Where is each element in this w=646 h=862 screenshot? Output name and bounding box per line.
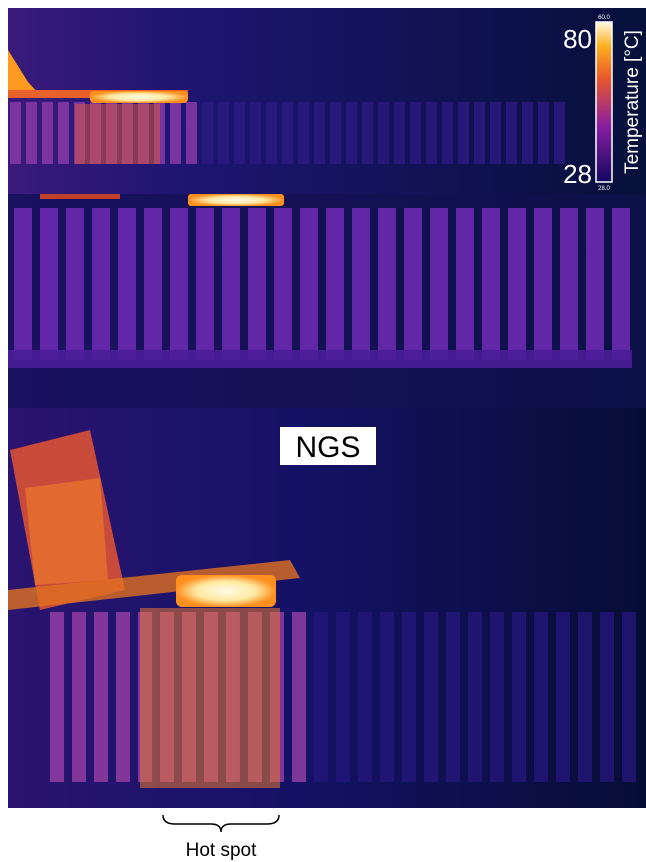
warm-region xyxy=(40,194,120,199)
colorbar-scale-max: 60.0 xyxy=(598,15,610,21)
fin xyxy=(250,102,261,164)
fin xyxy=(352,208,370,360)
fin xyxy=(394,102,405,164)
fin xyxy=(426,102,437,164)
hot-region xyxy=(25,478,108,585)
fin xyxy=(8,350,632,368)
fin xyxy=(336,612,350,782)
fin xyxy=(508,208,526,360)
fin xyxy=(222,208,240,360)
fin xyxy=(534,208,552,360)
hot-region xyxy=(90,91,188,103)
hot-region xyxy=(188,194,284,206)
fin xyxy=(622,612,636,782)
fin xyxy=(116,612,130,782)
fin xyxy=(456,208,474,360)
fin xyxy=(410,102,421,164)
fin xyxy=(314,612,328,782)
fin xyxy=(578,612,592,782)
fin xyxy=(92,208,110,360)
fin xyxy=(10,102,21,164)
fin xyxy=(300,208,318,360)
fin xyxy=(402,612,416,782)
fin xyxy=(314,102,325,164)
fin xyxy=(326,208,344,360)
colorbar-title: Temperature [°C] xyxy=(622,30,643,174)
fin xyxy=(512,612,526,782)
fin xyxy=(72,612,86,782)
fin xyxy=(600,612,614,782)
fin xyxy=(482,208,500,360)
fin xyxy=(42,102,53,164)
hot-spot-area xyxy=(140,608,280,788)
fin xyxy=(586,208,604,360)
fin xyxy=(266,102,277,164)
fin xyxy=(218,102,229,164)
fin xyxy=(424,612,438,782)
fin xyxy=(358,612,372,782)
fin xyxy=(40,208,58,360)
colorbar-scale-min: 28.0 xyxy=(598,186,610,192)
fin xyxy=(14,208,32,360)
fin xyxy=(94,612,108,782)
fin xyxy=(202,102,213,164)
fin xyxy=(468,612,482,782)
fin xyxy=(144,208,162,360)
fin xyxy=(458,102,469,164)
fin xyxy=(560,208,578,360)
fin xyxy=(248,208,266,360)
fin xyxy=(50,612,64,782)
fin xyxy=(538,102,549,164)
colorbar-min: 28 xyxy=(563,159,592,189)
fin xyxy=(234,102,245,164)
fin xyxy=(282,102,293,164)
warm-region xyxy=(75,104,160,164)
fin xyxy=(442,102,453,164)
fin xyxy=(170,208,188,360)
center-label: NGS xyxy=(295,431,360,464)
fin xyxy=(490,612,504,782)
fin xyxy=(292,612,306,782)
fin xyxy=(534,612,548,782)
fin xyxy=(330,102,341,164)
fin xyxy=(522,102,533,164)
fin xyxy=(446,612,460,782)
fin xyxy=(554,102,565,164)
fin xyxy=(298,102,309,164)
colorbar xyxy=(596,22,612,182)
fin xyxy=(26,102,37,164)
colorbar-max: 80 xyxy=(563,24,592,54)
fin xyxy=(118,208,136,360)
fin xyxy=(490,102,501,164)
fin xyxy=(378,102,389,164)
fin xyxy=(612,208,630,360)
fin xyxy=(196,208,214,360)
fin xyxy=(380,612,394,782)
fin xyxy=(274,208,292,360)
fin xyxy=(404,208,422,360)
fin xyxy=(170,102,181,164)
fin xyxy=(66,208,84,360)
hot-spot-label: Hot spot xyxy=(186,840,257,861)
fin xyxy=(556,612,570,782)
brace xyxy=(163,815,279,832)
fin xyxy=(378,208,396,360)
figure: 60.0 28.0 80 28 Temperature [°C] NGS Hot… xyxy=(0,0,646,862)
fin xyxy=(186,102,197,164)
hot-region xyxy=(176,575,276,607)
fin xyxy=(474,102,485,164)
fin xyxy=(506,102,517,164)
fin xyxy=(430,208,448,360)
fin xyxy=(362,102,373,164)
fin xyxy=(346,102,357,164)
fin xyxy=(58,102,69,164)
